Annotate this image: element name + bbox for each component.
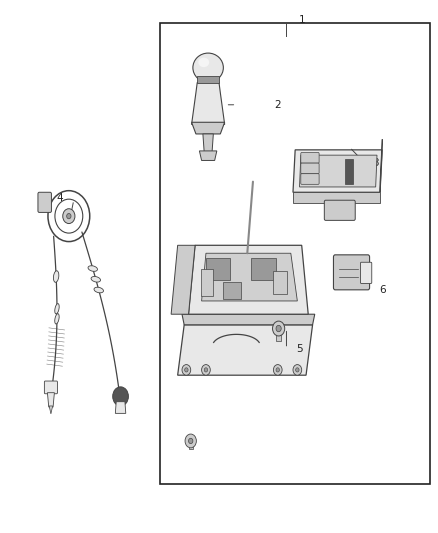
Circle shape — [204, 368, 208, 372]
FancyBboxPatch shape — [38, 192, 51, 213]
Circle shape — [293, 365, 302, 375]
Bar — [197, 76, 219, 83]
Polygon shape — [49, 406, 53, 414]
Polygon shape — [47, 393, 54, 407]
Text: 6: 6 — [379, 285, 385, 295]
FancyBboxPatch shape — [333, 255, 370, 290]
Ellipse shape — [91, 277, 101, 282]
Ellipse shape — [55, 304, 59, 314]
Text: 4: 4 — [57, 192, 64, 203]
Bar — [189, 440, 193, 449]
Polygon shape — [191, 83, 225, 124]
FancyBboxPatch shape — [360, 262, 372, 284]
Circle shape — [113, 387, 128, 406]
FancyBboxPatch shape — [205, 258, 230, 280]
Circle shape — [272, 321, 285, 336]
Polygon shape — [188, 245, 308, 314]
Circle shape — [296, 368, 299, 372]
Text: 5: 5 — [296, 344, 303, 354]
FancyBboxPatch shape — [301, 174, 319, 184]
FancyBboxPatch shape — [301, 163, 319, 174]
Circle shape — [185, 368, 188, 372]
Circle shape — [63, 209, 75, 223]
Circle shape — [182, 365, 191, 375]
Polygon shape — [203, 134, 213, 152]
Text: 3: 3 — [372, 158, 379, 168]
Bar — [160, 22, 430, 484]
Circle shape — [67, 214, 71, 219]
Ellipse shape — [55, 314, 59, 324]
FancyBboxPatch shape — [301, 152, 319, 163]
FancyBboxPatch shape — [273, 271, 287, 294]
Circle shape — [276, 325, 281, 332]
Ellipse shape — [193, 53, 223, 82]
Circle shape — [201, 365, 210, 375]
Ellipse shape — [198, 58, 209, 67]
Polygon shape — [182, 314, 315, 325]
Text: 2: 2 — [275, 100, 281, 110]
Polygon shape — [293, 192, 380, 203]
Circle shape — [188, 438, 193, 443]
Polygon shape — [199, 151, 217, 160]
FancyBboxPatch shape — [201, 269, 213, 296]
FancyBboxPatch shape — [251, 258, 276, 280]
Ellipse shape — [88, 266, 98, 271]
Polygon shape — [191, 122, 225, 134]
Bar — [345, 159, 353, 184]
Polygon shape — [201, 253, 297, 301]
Polygon shape — [293, 150, 382, 192]
Ellipse shape — [53, 271, 59, 282]
Polygon shape — [380, 139, 382, 192]
Ellipse shape — [94, 287, 103, 293]
FancyBboxPatch shape — [44, 381, 57, 394]
FancyBboxPatch shape — [223, 282, 241, 299]
Circle shape — [276, 368, 279, 372]
Polygon shape — [300, 155, 377, 187]
FancyBboxPatch shape — [324, 200, 355, 220]
Polygon shape — [171, 245, 195, 314]
Polygon shape — [115, 402, 126, 414]
Circle shape — [185, 434, 196, 448]
Bar — [276, 328, 281, 341]
Polygon shape — [178, 325, 313, 375]
Circle shape — [273, 365, 282, 375]
Text: 1: 1 — [298, 15, 305, 25]
